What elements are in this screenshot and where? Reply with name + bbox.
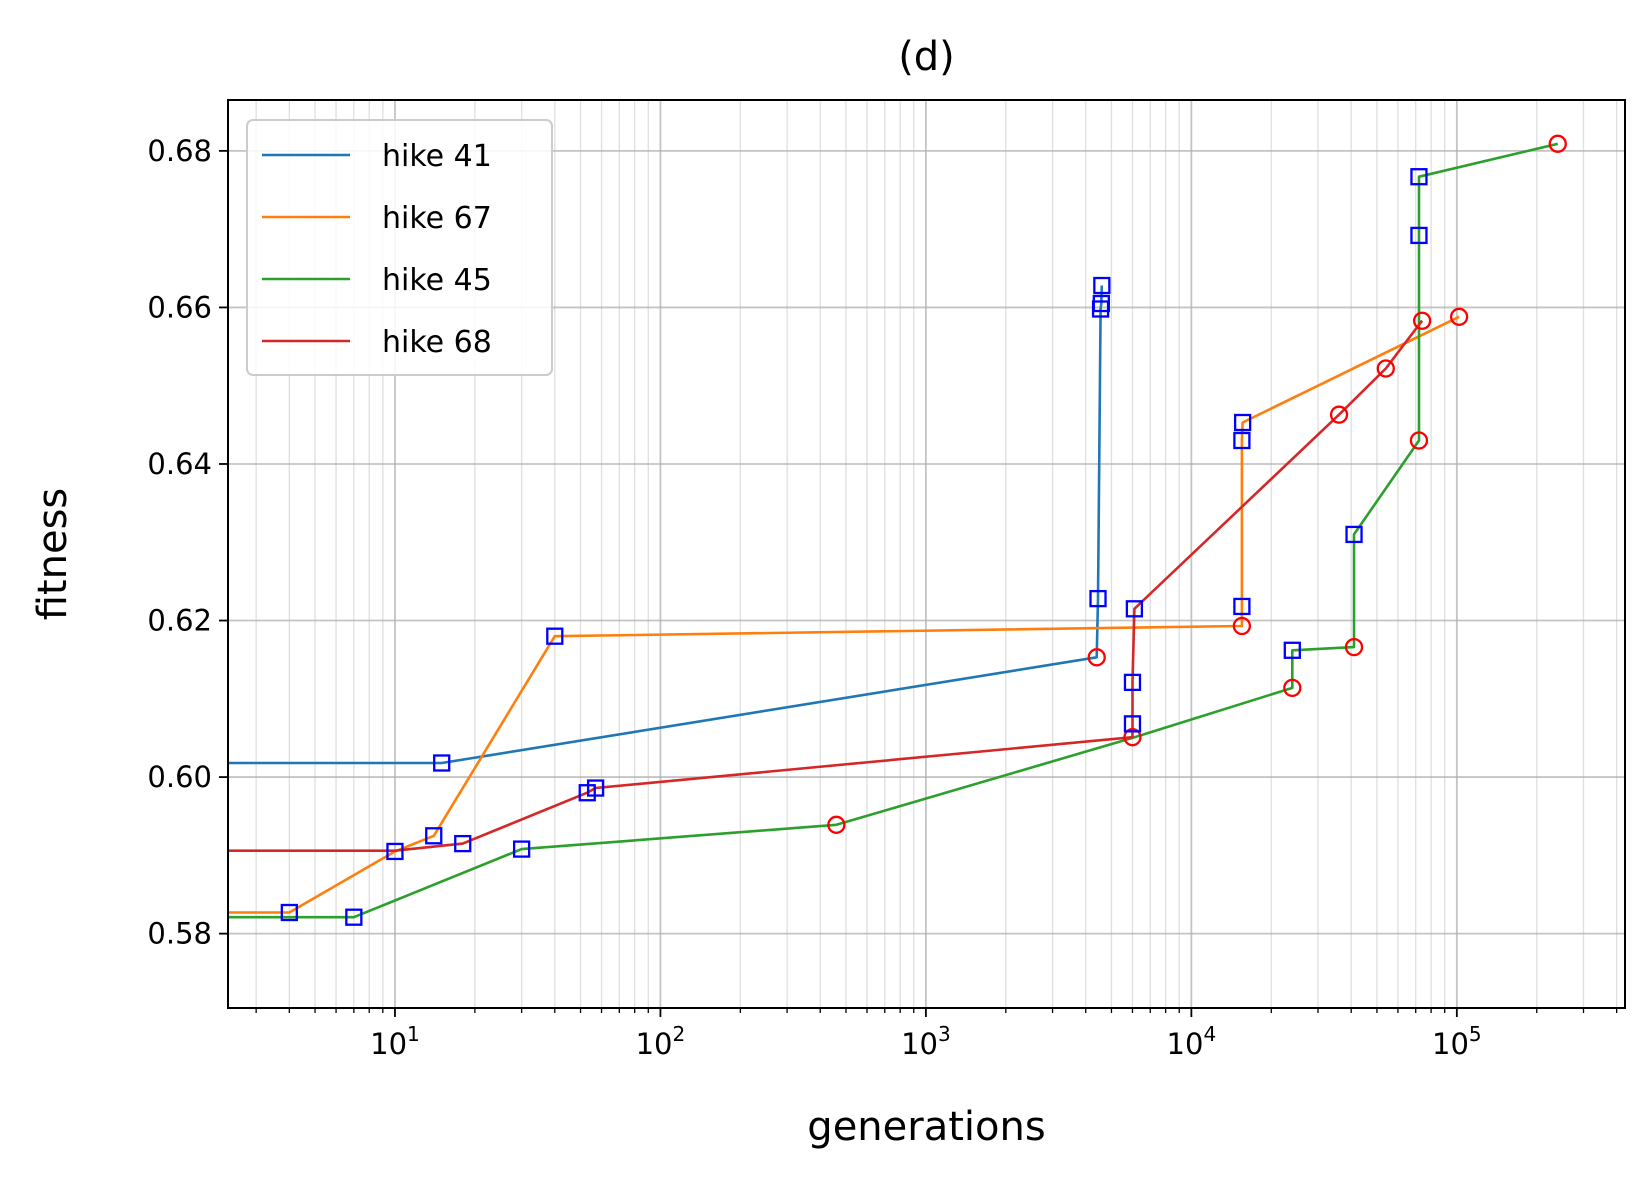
hike-45-circle-marker [1548,134,1567,153]
hike-67-square-marker [1233,597,1251,616]
hike-45-circle-marker [827,815,846,834]
hike-68-square-marker [1123,715,1142,733]
hike-67-line [228,315,1460,914]
hike-67-square-marker [425,827,443,845]
y-tick-label: 0.66 [147,290,212,324]
y-axis-title: fitness [30,488,76,621]
hike-45-square-marker [345,908,363,926]
x-tick-label: 103 [901,1022,951,1061]
hike-41-square-marker [1089,589,1107,608]
x-tick-label: 102 [636,1022,686,1061]
x-tick-label: 104 [1167,1022,1217,1061]
hike-45-circle-marker [1344,637,1364,657]
hike-45-square-marker [1345,525,1363,544]
hike-45-line [228,142,1559,919]
hike-45-square-marker [512,840,531,858]
hike-45-square-marker [1410,168,1428,186]
legend: hike 41 hike 67 hike 45 hike 68 [246,119,553,376]
hike-68-square-marker [586,779,605,797]
hike-45-square-marker [1283,641,1301,659]
hike-68-circle-marker [1123,728,1142,747]
legend-label-hike-68: hike 68 [382,325,492,360]
hike-45-square-marker [1410,226,1428,245]
legend-box [246,119,553,376]
x-tick-label: 105 [1432,1022,1482,1061]
legend-label-hike-41: hike 41 [382,139,492,174]
y-tick-label: 0.60 [147,760,212,794]
hike-68-circle-marker [1376,359,1395,378]
hike-45-circle-marker [1409,431,1429,450]
hike-67-circle-marker [1232,616,1252,636]
hike-41-square-marker [1092,294,1110,313]
hike-41-line [228,285,1104,765]
y-tick-label: 0.62 [147,604,212,638]
legend-label-hike-45: hike 45 [382,263,492,298]
hike-68-square-marker [454,834,472,853]
hike-68-circle-marker [1329,405,1349,424]
hike-41-square-marker [1093,276,1111,295]
hike-45-circle-marker [1283,678,1302,698]
hike-68-square-marker [1125,600,1144,618]
hike-68-circle-marker [1412,311,1432,330]
legend-label-hike-67: hike 67 [382,201,492,236]
hike-41-circle-marker [1087,648,1106,667]
hike-67-square-marker [386,842,404,861]
hike-67-square-marker [280,903,298,922]
hike-41-square-marker [433,754,451,772]
hike-67-square-marker [1233,431,1251,450]
y-tick-label: 0.64 [147,447,212,481]
hike-67-square-marker [1233,413,1252,432]
x-tick-label: 101 [370,1022,420,1061]
hike-67-square-marker [546,627,564,645]
chart-title: (d) [898,34,955,80]
hike-68-square-marker [1123,673,1142,692]
hike-67-circle-marker [1449,307,1469,326]
y-tick-label: 0.68 [147,134,212,168]
x-axis-title: generations [807,1104,1045,1150]
y-tick-label: 0.58 [147,917,212,951]
